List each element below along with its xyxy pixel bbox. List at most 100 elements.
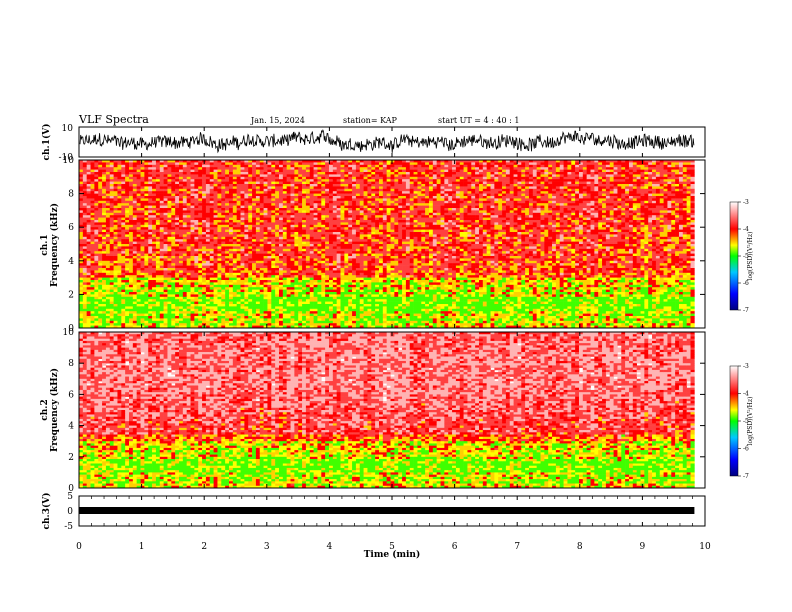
ch1-spectrogram-cell [156,311,160,314]
ch1-spectrogram-cell [344,179,348,182]
ch1-spectrogram-cell [187,194,191,197]
ch1-spectrogram-cell [233,198,237,201]
ch1-spectrogram-cell [279,239,283,242]
ch1-spectrogram-cell [214,304,218,307]
ch1-spectrogram-cell [325,251,329,254]
ch1-spectrogram-cell [291,210,295,213]
ch1-spectrogram-cell [306,179,310,182]
ch1-spectrogram-cell [187,304,191,307]
ch1-spectrogram-cell [175,194,179,197]
ch1-spectrogram-cell [287,215,291,218]
ch1-spectrogram-cell [129,242,133,245]
ch1-spectrogram-cell [160,182,164,185]
ch1-spectrogram-cell [206,242,210,245]
ch1-spectrogram-cell [267,246,271,249]
ch1-spectrogram-cell [221,184,225,187]
ch1-spectrogram-cell [317,299,321,302]
ch1-spectrogram-cell [244,270,248,273]
ch1-spectrogram-cell [83,318,87,321]
ch1-spectrogram-cell [248,302,252,305]
ch1-spectrogram-cell [110,196,114,199]
ch1-spectrogram-cell [91,294,95,297]
ch1-spectrogram-cell [325,292,329,295]
ch1-spectrogram-cell [256,263,260,266]
ch1-spectrogram-cell [294,292,298,295]
ch1-spectrogram-cell [279,290,283,293]
ch1-spectrogram-cell [144,222,148,225]
ch1-spectrogram-cell [217,191,221,194]
ch1-spectrogram-cell [302,306,306,309]
ch1-spectrogram-cell [244,208,248,211]
ch1-spectrogram-cell [110,179,114,182]
ch1-spectrogram-cell [117,222,121,225]
ch1-spectrogram-cell [317,174,321,177]
ch1-spectrogram-cell [214,208,218,211]
ch1-spectrogram-cell [117,208,121,211]
ch1-spectrogram-cell [160,285,164,288]
ch1-spectrogram-cell [91,316,95,319]
ch1-spectrogram-cell [283,206,287,209]
ch1-spectrogram-cell [267,249,271,252]
ch1-spectrogram-cell [137,165,141,168]
ch1-spectrogram-cell [83,304,87,307]
ch1-spectrogram-cell [333,232,337,235]
ch1-spectrogram-cell [175,218,179,221]
ch1-spectrogram-cell [144,318,148,321]
ch1-spectrogram-cell [217,174,221,177]
ch1-spectrogram-cell [171,321,175,324]
ch1-spectrogram-cell [110,237,114,240]
ch1-spectrogram-cell [248,174,252,177]
ch1-spectrogram-cell [137,299,141,302]
ch1-spectrogram-cell [233,213,237,216]
ch1-spectrogram-cell [210,170,214,173]
ch1-spectrogram-cell [110,167,114,170]
ch1-spectrogram-cell [129,227,133,230]
ch1-spectrogram-cell [179,174,183,177]
ch1-spectrogram-cell [229,270,233,273]
ch1-spectrogram-cell [344,299,348,302]
ch1-spectrogram-cell [121,311,125,314]
ch1-spectrogram-cell [298,220,302,223]
ch1-spectrogram-cell [102,225,106,228]
ch1-spectrogram-cell [160,172,164,175]
ch1-spectrogram-cell [164,242,168,245]
ch1-spectrogram-cell [106,323,110,326]
ch1-spectrogram-cell [302,162,306,165]
ch1-spectrogram-cell [114,210,118,213]
ch1-spectrogram-cell [198,261,202,264]
ch1-spectrogram-cell [241,268,245,271]
ch1-spectrogram-cell [133,273,137,276]
ch1-spectrogram-cell [271,213,275,216]
ch1-spectrogram-cell [79,203,83,206]
ch1-spectrogram-cell [179,194,183,197]
ch1-spectrogram-cell [106,268,110,271]
ch1-spectrogram-cell [237,237,241,240]
ch1-spectrogram-cell [248,225,252,228]
ch1-spectrogram-cell [256,167,260,170]
ch1-spectrogram-cell [283,227,287,230]
ch1-spectrogram-cell [91,198,95,201]
ch1-spectrogram-cell [214,263,218,266]
ch1-spectrogram-cell [110,282,114,285]
ch1-spectrogram-cell [256,294,260,297]
ch1-spectrogram-cell [252,232,256,235]
ch1-spectrogram-cell [329,270,333,273]
ch1-spectrogram-cell [141,230,145,233]
ch1-spectrogram-cell [198,263,202,266]
ch1-spectrogram-cell [287,162,291,165]
ch1-spectrogram-cell [206,321,210,324]
ch1-spectrogram-cell [79,244,83,247]
ch1-spectrogram-cell [275,186,279,189]
ch1-spectrogram-cell [287,225,291,228]
ch1-spectrogram-cell [314,201,318,204]
ch1-spectrogram-cell [233,167,237,170]
ch1-spectrogram-cell [337,261,341,264]
ch1-spectrogram-cell [156,292,160,295]
ch1-spectrogram-cell [110,258,114,261]
ch1-spectrogram-cell [271,282,275,285]
ch1-spectrogram-cell [271,227,275,230]
ch1-spectrogram-cell [133,246,137,249]
ch1-spectrogram-cell [241,177,245,180]
ch1-spectrogram-cell [202,184,206,187]
ch1-spectrogram-cell [179,309,183,312]
